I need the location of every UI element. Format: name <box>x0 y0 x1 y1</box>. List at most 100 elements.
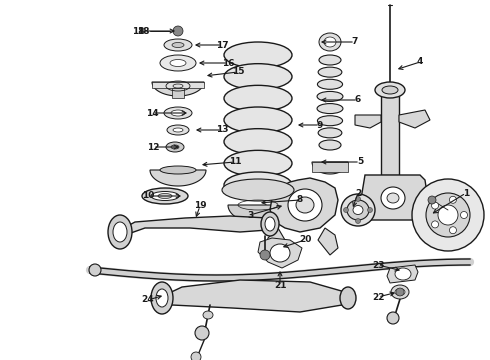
Ellipse shape <box>166 142 184 152</box>
Circle shape <box>195 326 209 340</box>
Ellipse shape <box>151 282 173 314</box>
Ellipse shape <box>270 244 290 262</box>
Circle shape <box>396 288 404 296</box>
Ellipse shape <box>170 59 186 67</box>
Ellipse shape <box>164 39 192 51</box>
Polygon shape <box>312 162 348 174</box>
Ellipse shape <box>224 42 292 68</box>
Text: 18: 18 <box>132 27 144 36</box>
Ellipse shape <box>151 192 179 201</box>
Text: 20: 20 <box>299 235 311 244</box>
Circle shape <box>438 205 458 225</box>
Text: 2: 2 <box>355 189 361 198</box>
Polygon shape <box>312 162 348 172</box>
Circle shape <box>387 312 399 324</box>
Ellipse shape <box>203 311 213 319</box>
Text: 12: 12 <box>147 143 159 152</box>
Circle shape <box>428 196 436 204</box>
Ellipse shape <box>171 110 185 116</box>
Polygon shape <box>270 178 338 232</box>
Polygon shape <box>355 115 381 128</box>
Text: 18: 18 <box>137 27 149 36</box>
Ellipse shape <box>160 55 196 71</box>
Polygon shape <box>318 228 338 255</box>
Ellipse shape <box>224 107 292 133</box>
Polygon shape <box>152 82 204 88</box>
Circle shape <box>449 227 457 234</box>
Ellipse shape <box>317 104 343 113</box>
Text: 16: 16 <box>222 58 234 68</box>
Circle shape <box>89 264 101 276</box>
Text: 21: 21 <box>274 282 286 291</box>
Circle shape <box>356 197 361 202</box>
Text: 17: 17 <box>216 40 228 49</box>
Ellipse shape <box>142 188 188 204</box>
Ellipse shape <box>318 79 343 89</box>
Ellipse shape <box>375 82 405 98</box>
Text: 23: 23 <box>372 261 384 270</box>
Text: 15: 15 <box>232 68 244 77</box>
Ellipse shape <box>319 55 341 65</box>
Ellipse shape <box>167 125 189 135</box>
Ellipse shape <box>108 215 132 249</box>
Text: 7: 7 <box>352 37 358 46</box>
Text: 13: 13 <box>216 126 228 135</box>
Ellipse shape <box>318 116 343 126</box>
Text: 24: 24 <box>142 296 154 305</box>
Text: 6: 6 <box>355 95 361 104</box>
Ellipse shape <box>395 268 411 280</box>
Circle shape <box>356 219 361 224</box>
Ellipse shape <box>391 285 409 299</box>
Text: 14: 14 <box>146 108 158 117</box>
Ellipse shape <box>324 37 336 47</box>
Circle shape <box>368 207 372 212</box>
Polygon shape <box>118 216 272 236</box>
Ellipse shape <box>387 193 399 203</box>
Circle shape <box>432 221 439 228</box>
Ellipse shape <box>319 140 341 150</box>
Polygon shape <box>360 175 428 220</box>
Circle shape <box>191 352 201 360</box>
Text: 8: 8 <box>297 195 303 204</box>
Polygon shape <box>150 170 206 186</box>
Ellipse shape <box>381 187 405 209</box>
Ellipse shape <box>340 287 356 309</box>
Ellipse shape <box>224 85 292 111</box>
Circle shape <box>426 193 470 237</box>
Ellipse shape <box>224 150 292 176</box>
Ellipse shape <box>158 194 172 198</box>
Polygon shape <box>381 90 399 175</box>
Polygon shape <box>152 82 204 96</box>
Ellipse shape <box>172 42 184 48</box>
Polygon shape <box>265 228 285 256</box>
Circle shape <box>432 202 439 209</box>
Polygon shape <box>172 88 184 98</box>
Ellipse shape <box>382 86 398 94</box>
Ellipse shape <box>341 194 375 226</box>
Ellipse shape <box>224 129 292 155</box>
Circle shape <box>343 207 348 212</box>
Text: 11: 11 <box>229 158 241 166</box>
Ellipse shape <box>288 189 322 221</box>
Polygon shape <box>258 238 302 268</box>
Text: 3: 3 <box>247 211 253 220</box>
Ellipse shape <box>113 222 127 242</box>
Polygon shape <box>228 205 288 223</box>
Text: 4: 4 <box>417 58 423 67</box>
Ellipse shape <box>171 145 179 149</box>
Ellipse shape <box>261 212 279 236</box>
Circle shape <box>412 179 484 251</box>
Ellipse shape <box>222 179 294 201</box>
Ellipse shape <box>347 200 369 220</box>
Circle shape <box>260 250 270 260</box>
Text: 5: 5 <box>357 158 363 166</box>
Ellipse shape <box>296 197 314 213</box>
Ellipse shape <box>319 33 341 51</box>
Ellipse shape <box>173 128 183 132</box>
Text: 9: 9 <box>317 121 323 130</box>
Polygon shape <box>387 265 418 283</box>
Polygon shape <box>399 110 430 128</box>
Circle shape <box>461 211 467 219</box>
Circle shape <box>449 196 457 203</box>
Text: 22: 22 <box>372 292 384 302</box>
